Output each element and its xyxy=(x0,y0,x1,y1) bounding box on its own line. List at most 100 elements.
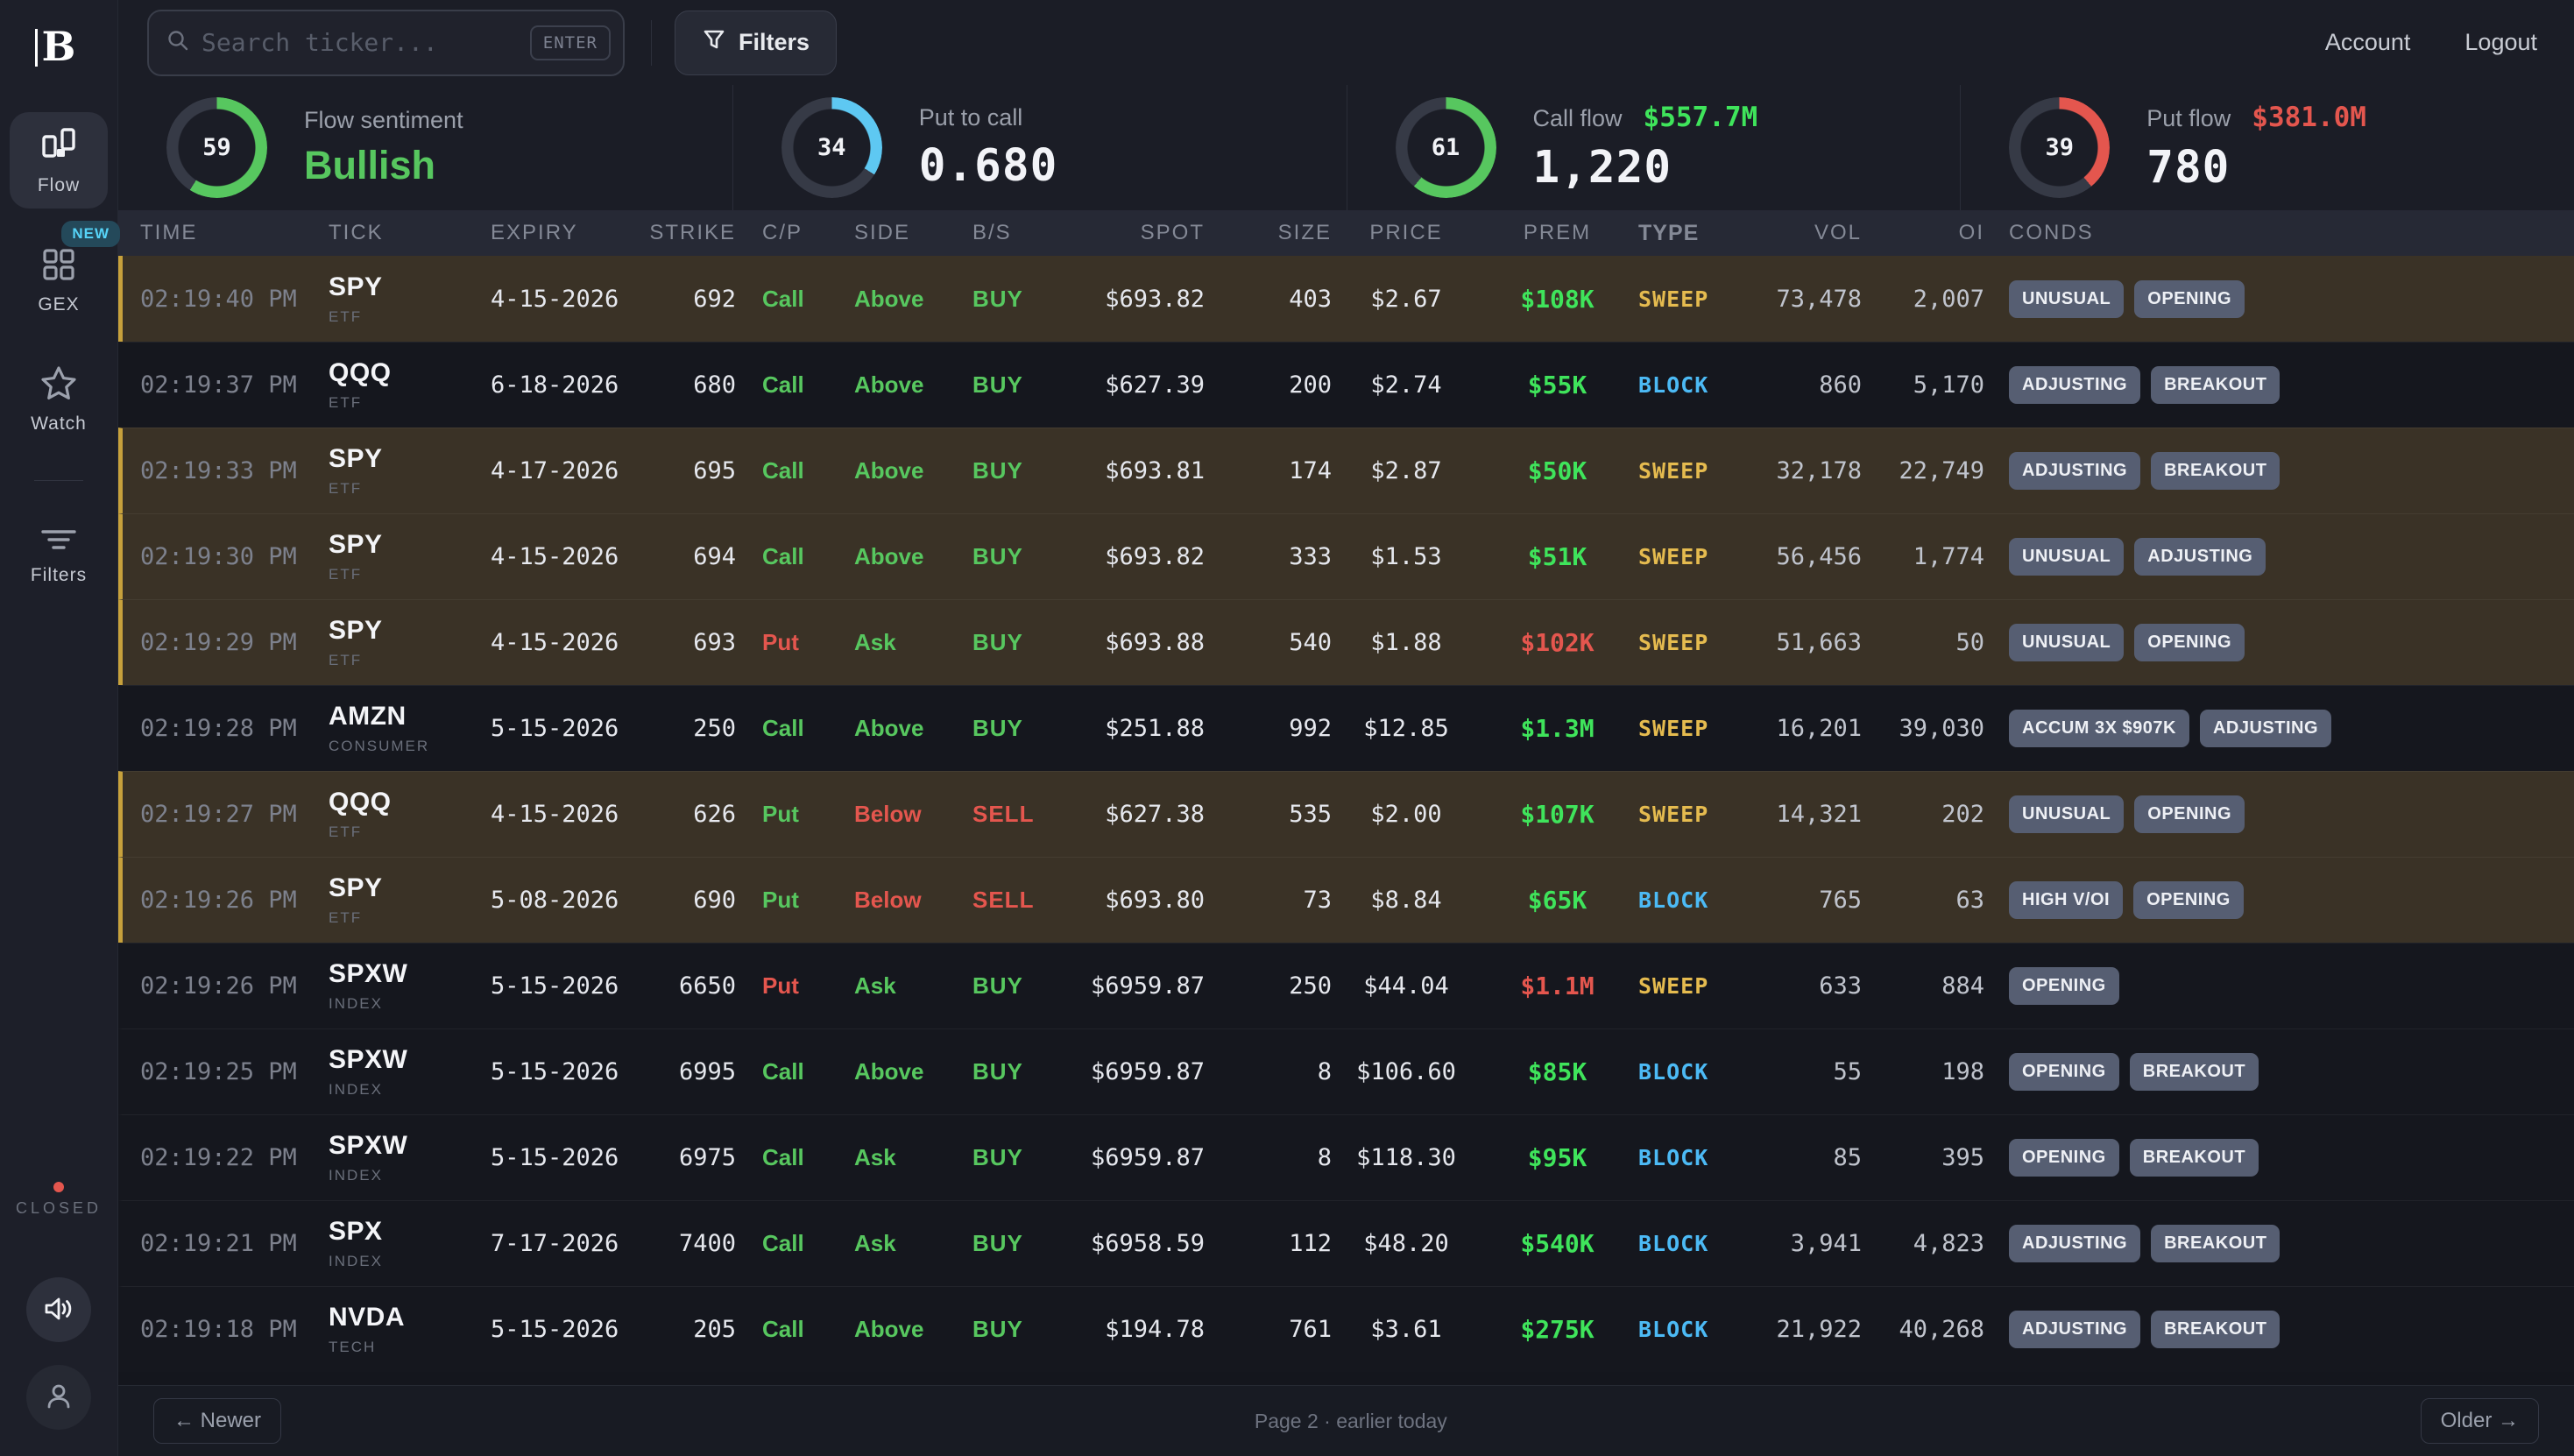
call-put-cell: Call xyxy=(762,371,854,399)
flow-row[interactable]: 02:19:33 PM SPY ETF 4-17-2026 695 Call A… xyxy=(118,428,2574,513)
condition-badge: ADJUSTING xyxy=(2009,1311,2140,1348)
column-header-side: SIDE xyxy=(854,221,972,245)
price-cell: $118.30 xyxy=(1332,1144,1481,1171)
volume-cell: 55 xyxy=(1743,1058,1862,1085)
person-icon xyxy=(44,1382,74,1414)
price-cell: $2.00 xyxy=(1332,801,1481,828)
stat-card: 61 Call flow $557.7M 1,220 xyxy=(1347,85,1961,210)
price-cell: $3.61 xyxy=(1332,1316,1481,1343)
brand-logo[interactable]: B xyxy=(42,23,76,70)
flow-row[interactable]: 02:19:25 PM SPXW INDEX 5-15-2026 6995 Ca… xyxy=(118,1028,2574,1114)
condition-badge: ADJUSTING xyxy=(2134,538,2266,576)
call-put-cell: Call xyxy=(762,286,854,313)
condition-badge: ADJUSTING xyxy=(2009,452,2140,490)
conditions-cell: ADJUSTINGBREAKOUT xyxy=(1984,452,2574,490)
condition-badge: ADJUSTING xyxy=(2009,1225,2140,1262)
flow-row[interactable]: 02:19:26 PM SPXW INDEX 5-15-2026 6650 Pu… xyxy=(118,943,2574,1028)
call-put-cell: Call xyxy=(762,1144,854,1171)
flow-row[interactable]: 02:19:22 PM SPXW INDEX 5-15-2026 6975 Ca… xyxy=(118,1114,2574,1200)
expiry-cell: 4-15-2026 xyxy=(491,286,631,313)
order-type-cell: SWEEP xyxy=(1634,544,1743,569)
stat-label: Put flow xyxy=(2146,105,2231,132)
sidebar-item-watch[interactable]: Watch xyxy=(10,350,108,447)
side-cell: Below xyxy=(854,887,972,914)
time-cell: 02:19:21 PM xyxy=(140,1230,329,1257)
expiry-cell: 5-15-2026 xyxy=(491,1058,631,1085)
flow-row[interactable]: 02:19:37 PM QQQ ETF 6-18-2026 680 Call A… xyxy=(118,342,2574,428)
size-cell: 250 xyxy=(1205,972,1332,1000)
sidebar-divider xyxy=(34,480,83,481)
column-header-strike: STRIKE xyxy=(631,221,762,245)
ticker-sector: ETF xyxy=(329,566,491,583)
older-page-button[interactable]: Older → xyxy=(2421,1398,2539,1444)
expiry-cell: 7-17-2026 xyxy=(491,1230,631,1257)
market-status-label: CLOSED xyxy=(16,1199,102,1218)
ticker-cell: SPY ETF xyxy=(329,616,491,669)
strike-cell: 694 xyxy=(631,543,762,570)
filters-button[interactable]: Filters xyxy=(675,11,837,75)
column-header-tick: TICK xyxy=(329,221,491,245)
order-type-cell: BLOCK xyxy=(1634,1317,1743,1342)
flow-row[interactable]: 02:19:27 PM QQQ ETF 4-15-2026 626 Put Be… xyxy=(118,771,2574,857)
flow-row[interactable]: 02:19:29 PM SPY ETF 4-15-2026 693 Put As… xyxy=(118,599,2574,685)
ticker-symbol: SPY xyxy=(329,530,491,560)
order-type-cell: BLOCK xyxy=(1634,1145,1743,1170)
gauge-score: 39 xyxy=(2009,97,2110,198)
flow-row[interactable]: 02:19:28 PM AMZN CONSUMER 5-15-2026 250 … xyxy=(118,685,2574,771)
flow-row[interactable]: 02:19:26 PM SPY ETF 5-08-2026 690 Put Be… xyxy=(118,857,2574,943)
time-cell: 02:19:40 PM xyxy=(140,286,329,313)
buy-sell-cell: BUY xyxy=(972,1058,1073,1085)
spot-cell: $627.38 xyxy=(1073,801,1205,828)
flow-row[interactable]: 02:19:18 PM NVDA TECH 5-15-2026 205 Call… xyxy=(118,1286,2574,1372)
sidebar-item-flow[interactable]: Flow xyxy=(10,112,108,209)
sound-toggle-button[interactable] xyxy=(26,1277,91,1342)
price-cell: $12.85 xyxy=(1332,715,1481,742)
page-info: Page 2 · earlier today xyxy=(281,1410,2421,1433)
premium-cell: $65K xyxy=(1481,886,1634,915)
ticker-symbol: NVDA xyxy=(329,1303,491,1332)
size-cell: 8 xyxy=(1205,1144,1332,1171)
stat-card: 59 Flow sentiment Bullish xyxy=(118,85,732,210)
sidebar-item-gex[interactable]: NEW GEX xyxy=(10,231,108,328)
expiry-cell: 5-15-2026 xyxy=(491,1144,631,1171)
size-cell: 761 xyxy=(1205,1316,1332,1343)
call-put-cell: Call xyxy=(762,1316,854,1343)
condition-badge: ADJUSTING xyxy=(2200,710,2331,747)
sidebar-item-filters[interactable]: Filters xyxy=(10,511,108,598)
pagination-footer: ← Newer Page 2 · earlier today Older → xyxy=(118,1385,2574,1456)
flow-row[interactable]: 02:19:30 PM SPY ETF 4-15-2026 694 Call A… xyxy=(118,513,2574,599)
column-header-bs: B/S xyxy=(972,221,1073,245)
stat-card: 34 Put to call 0.680 xyxy=(732,85,1347,210)
volume-cell: 633 xyxy=(1743,972,1862,1000)
ticker-search[interactable]: ENTER xyxy=(147,10,625,76)
size-cell: 200 xyxy=(1205,371,1332,399)
spot-cell: $693.82 xyxy=(1073,286,1205,313)
premium-cell: $85K xyxy=(1481,1057,1634,1086)
flow-row[interactable]: 02:19:21 PM SPX INDEX 7-17-2026 7400 Cal… xyxy=(118,1200,2574,1286)
logout-link[interactable]: Logout xyxy=(2464,29,2537,56)
price-cell: $2.74 xyxy=(1332,371,1481,399)
strike-cell: 695 xyxy=(631,457,762,484)
flow-row[interactable]: 02:19:40 PM SPY ETF 4-15-2026 692 Call A… xyxy=(118,256,2574,342)
condition-badge: HIGH V/OI xyxy=(2009,881,2123,919)
speaker-icon xyxy=(43,1295,74,1325)
time-cell: 02:19:33 PM xyxy=(140,457,329,484)
newer-page-button[interactable]: ← Newer xyxy=(153,1398,281,1444)
side-cell: Above xyxy=(854,1058,972,1085)
order-type-cell: BLOCK xyxy=(1634,372,1743,398)
volume-cell: 32,178 xyxy=(1743,457,1862,484)
time-cell: 02:19:37 PM xyxy=(140,371,329,399)
call-put-cell: Put xyxy=(762,972,854,1000)
account-avatar-button[interactable] xyxy=(26,1365,91,1430)
account-link[interactable]: Account xyxy=(2325,29,2411,56)
search-input[interactable] xyxy=(202,28,530,57)
condition-badge: ACCUM 3X $907K xyxy=(2009,710,2189,747)
strike-cell: 205 xyxy=(631,1316,762,1343)
condition-badge: BREAKOUT xyxy=(2151,1225,2280,1262)
spot-cell: $693.82 xyxy=(1073,543,1205,570)
side-cell: Above xyxy=(854,371,972,399)
ticker-symbol: SPY xyxy=(329,873,491,903)
condition-badge: OPENING xyxy=(2009,1139,2119,1177)
buy-sell-cell: BUY xyxy=(972,715,1073,742)
market-status: CLOSED xyxy=(16,1182,102,1218)
